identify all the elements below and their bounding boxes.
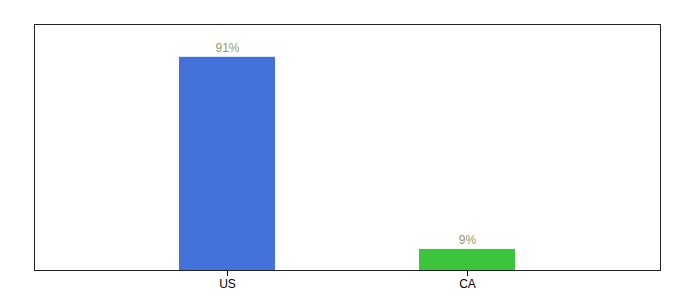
svg-text:9%: 9% — [459, 233, 477, 247]
svg-text:US: US — [219, 277, 236, 291]
svg-text:CA: CA — [459, 277, 476, 291]
svg-text:91%: 91% — [215, 41, 239, 55]
